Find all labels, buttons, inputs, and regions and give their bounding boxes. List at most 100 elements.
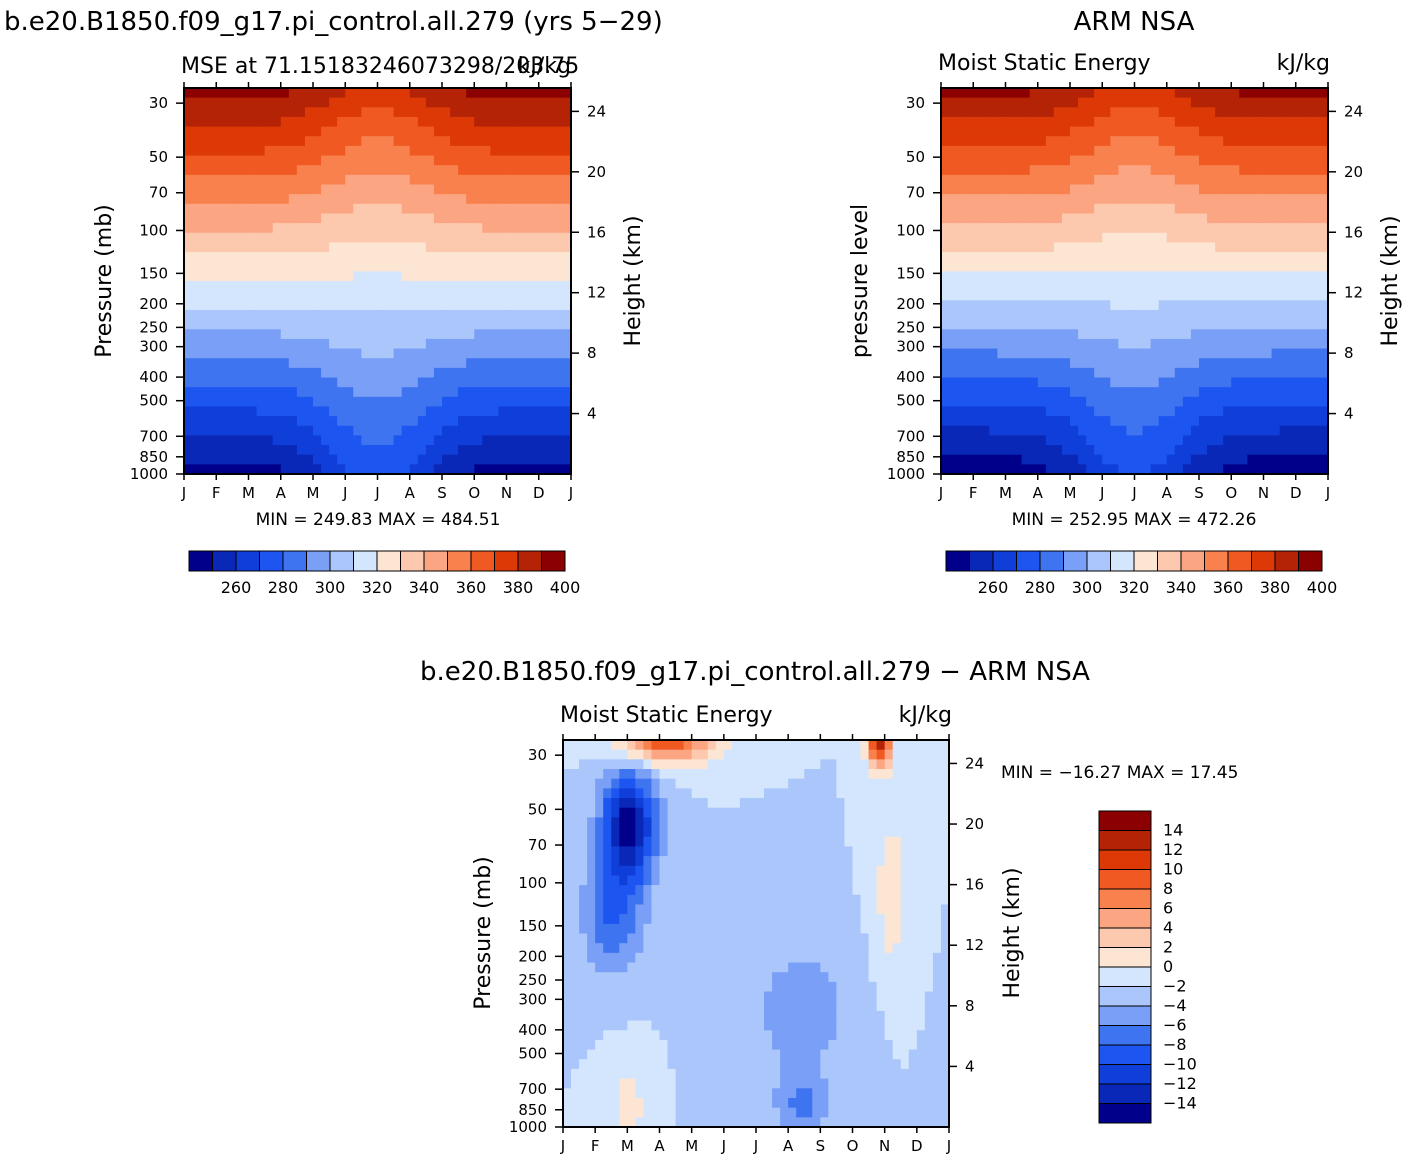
model-field-cell [386, 194, 395, 204]
model-field-cell [321, 271, 330, 281]
model-field-cell [337, 262, 346, 272]
obs-field-cell [1110, 378, 1119, 388]
model-field-cell [531, 88, 540, 98]
model-field-cell [257, 233, 266, 243]
diff-field-cell [700, 982, 709, 992]
obs-field-cell [1110, 406, 1119, 416]
obs-field-cell [1312, 262, 1321, 272]
obs-field-cell [1215, 204, 1224, 214]
model-field-cell [192, 136, 201, 146]
obs-field-cell [1135, 252, 1144, 262]
obs-field-cell [973, 242, 982, 252]
model-field-cell [426, 165, 435, 175]
obs-field-cell [1046, 445, 1055, 455]
model-field-cell [378, 349, 387, 359]
model-field-cell [232, 320, 241, 330]
obs-field-cell [1312, 107, 1321, 117]
model-field-cell [490, 329, 499, 339]
obs-field-cell [1118, 281, 1127, 291]
model-field-cell [329, 416, 338, 426]
model-x-tick-label: M [242, 484, 255, 502]
obs-field-cell [1304, 127, 1313, 137]
obs-field-cell [957, 252, 966, 262]
model-field-cell [410, 185, 419, 195]
model-field-cell [345, 117, 354, 127]
model-field-cell [289, 213, 298, 223]
model-field-cell [345, 368, 354, 378]
diff-field-cell [635, 827, 644, 837]
model-field-cell [507, 194, 516, 204]
obs-field-cell [1143, 165, 1152, 175]
model-field-cell [515, 262, 524, 272]
model-field-cell [192, 262, 201, 272]
model-field-cell [490, 455, 499, 465]
diff-field-cell [708, 1059, 717, 1069]
obs-field-cell [1183, 252, 1192, 262]
diff-field-cell [684, 914, 693, 924]
diff-field-cell [563, 875, 572, 885]
model-y-tick-label: 700 [139, 427, 168, 445]
obs-field-cell [1247, 435, 1256, 445]
obs-field-cell [1272, 165, 1281, 175]
obs-field-cell [1264, 435, 1273, 445]
obs-y-tick-label: 300 [896, 338, 925, 356]
model-field-cell [345, 349, 354, 359]
obs-field-cell [1038, 204, 1047, 214]
model-field-cell [490, 416, 499, 426]
diff-field-cell [563, 740, 572, 750]
obs-field-cell [1014, 435, 1023, 445]
model-field-cell [345, 387, 354, 397]
model-field-cell [442, 387, 451, 397]
diff-field-cell [635, 1069, 644, 1079]
model-field-cell [289, 358, 298, 368]
obs-field-cell [1304, 185, 1313, 195]
obs-field-cell [1086, 156, 1095, 166]
diff-field-cell [603, 1040, 612, 1050]
model-field-cell [378, 435, 387, 445]
obs-field-cell [981, 271, 990, 281]
obs-field-cell [1062, 194, 1071, 204]
model-field-cell [297, 194, 306, 204]
model-field-cell [474, 291, 483, 301]
obs-field-cell [1006, 213, 1015, 223]
obs-field-cell [1038, 271, 1047, 281]
diff-field-cell [603, 1050, 612, 1060]
obs-field-cell [1006, 223, 1015, 233]
obs-field-cell [1312, 349, 1321, 359]
obs-field-cell [1110, 291, 1119, 301]
model-field-cell [297, 107, 306, 117]
obs-field-cell [1102, 291, 1111, 301]
diff-field-cell [603, 963, 612, 973]
diff-field-cell [692, 1108, 701, 1118]
obs-field-cell [1312, 426, 1321, 436]
model-field-cell [450, 185, 459, 195]
model-field-cell [531, 416, 540, 426]
obs-field-cell [949, 406, 958, 416]
model-field-cell [200, 445, 209, 455]
obs-field-cell [1126, 185, 1135, 195]
diff-field-cell [587, 1050, 596, 1060]
model-field-cell [305, 406, 314, 416]
obs-field-cell [1215, 378, 1224, 388]
obs-field-cell [949, 426, 958, 436]
obs-y-tick-label: 1000 [887, 465, 925, 483]
obs-field-cell [989, 262, 998, 272]
model-field-cell [232, 291, 241, 301]
model-field-cell [394, 223, 403, 233]
obs-field-cell [1094, 281, 1103, 291]
diff-field-cell [643, 1001, 652, 1011]
obs-field-cell [1022, 397, 1031, 407]
obs-field-cell [973, 281, 982, 291]
model-field-cell [305, 349, 314, 359]
obs-field-cell [1255, 262, 1264, 272]
diff-field-cell [732, 972, 741, 982]
model-x-tick-label: A [405, 484, 416, 502]
diff-field-cell [643, 759, 652, 769]
model-field-cell [386, 204, 395, 214]
obs-field-cell [1199, 127, 1208, 137]
diff-field-cell [676, 992, 685, 1002]
diff-field-cell [595, 972, 604, 982]
model-field-cell [531, 455, 540, 465]
model-field-cell [361, 455, 370, 465]
model-field-cell [224, 435, 233, 445]
